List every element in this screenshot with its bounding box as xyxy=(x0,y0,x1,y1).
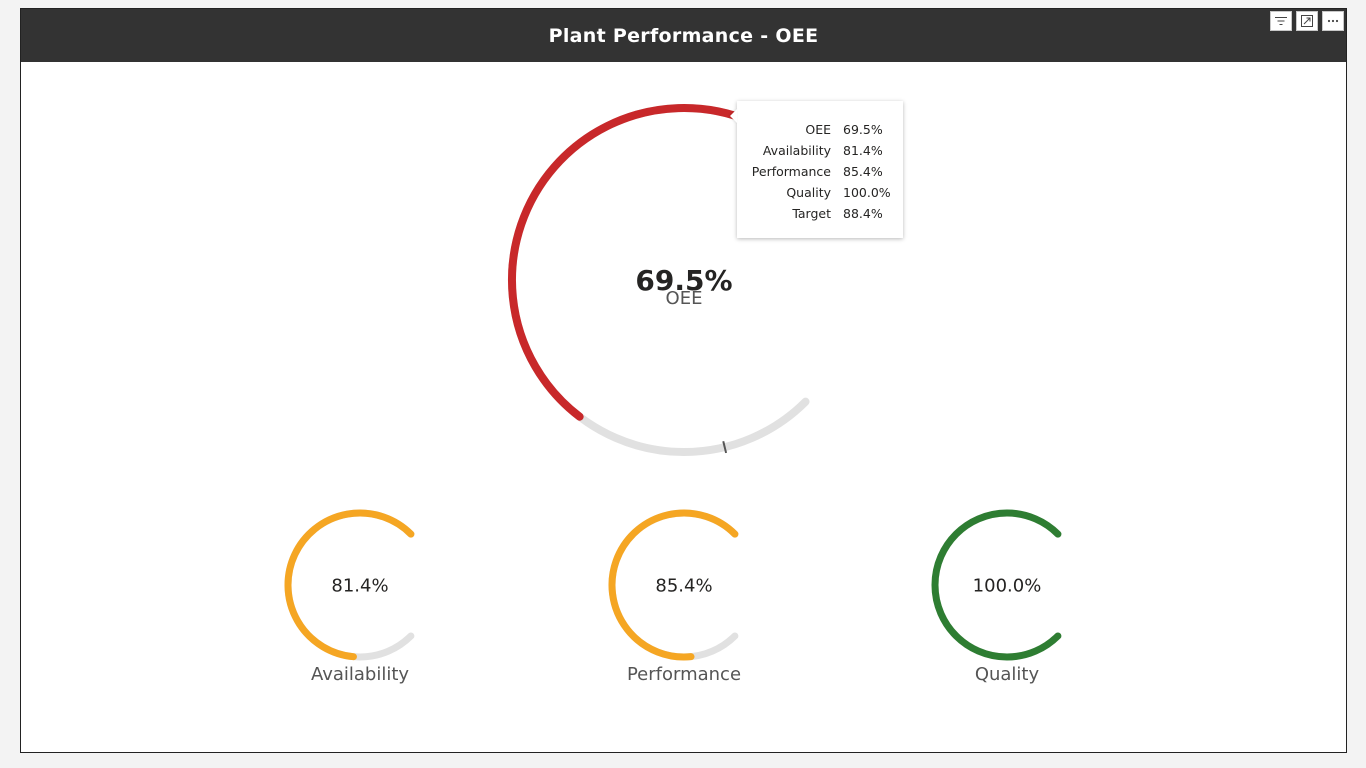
visual-title-bar: Plant Performance - OEE xyxy=(21,9,1346,62)
oee-target-marker xyxy=(722,441,728,454)
quality-gauge-value-arc[interactable] xyxy=(931,509,1062,661)
tooltip-row: Performance 85.4% xyxy=(737,161,903,182)
availability-gauge-name-label: Availability xyxy=(311,664,409,685)
tooltip-label: Quality xyxy=(786,185,831,200)
tooltip-value: 69.5% xyxy=(843,122,883,137)
quality-gauge-value-label: 100.0% xyxy=(973,575,1042,596)
tooltip-label: Availability xyxy=(762,143,831,158)
tooltip-row: OEE 69.5% xyxy=(737,119,903,140)
availability-gauge-value-arc[interactable] xyxy=(284,509,415,661)
oee-tooltip: OEE 69.5% Availability 81.4% Performance… xyxy=(737,101,903,238)
filter-icon xyxy=(1275,17,1287,25)
visual-title: Plant Performance - OEE xyxy=(548,24,819,47)
tooltip-row: Quality 100.0% xyxy=(737,182,903,203)
performance-gauge-value-arc[interactable] xyxy=(608,509,739,661)
gauge-chart-canvas: 69.5%OEE81.4%Availability85.4%Performanc… xyxy=(284,104,1062,685)
focus-mode-icon xyxy=(1301,15,1313,27)
quality-gauge-name-label: Quality xyxy=(975,664,1040,685)
visual-header-icons xyxy=(1270,11,1344,31)
oee-visual: Plant Performance - OEE xyxy=(20,8,1347,753)
tooltip-label: Performance xyxy=(751,164,831,179)
oee-gauge-name-label: OEE xyxy=(666,288,703,309)
performance-gauge-value-label: 85.4% xyxy=(655,575,712,596)
tooltip-value: 88.4% xyxy=(843,206,883,221)
performance-gauge-name-label: Performance xyxy=(627,664,741,685)
tooltip-row: Target 88.4% xyxy=(737,203,903,224)
availability-gauge-value-label: 81.4% xyxy=(331,575,388,596)
focus-mode-button[interactable] xyxy=(1296,11,1318,31)
more-options-icon xyxy=(1327,19,1339,23)
tooltip-label: OEE xyxy=(805,122,831,137)
tooltip-row: Availability 81.4% xyxy=(737,140,903,161)
oee-gauge-value-label: 69.5% xyxy=(635,264,732,297)
tooltip-label: Target xyxy=(792,206,831,221)
tooltip-value: 100.0% xyxy=(843,185,891,200)
tooltip-value: 85.4% xyxy=(843,164,883,179)
more-options-button[interactable] xyxy=(1322,11,1344,31)
tooltip-value: 81.4% xyxy=(843,143,883,158)
filter-button[interactable] xyxy=(1270,11,1292,31)
